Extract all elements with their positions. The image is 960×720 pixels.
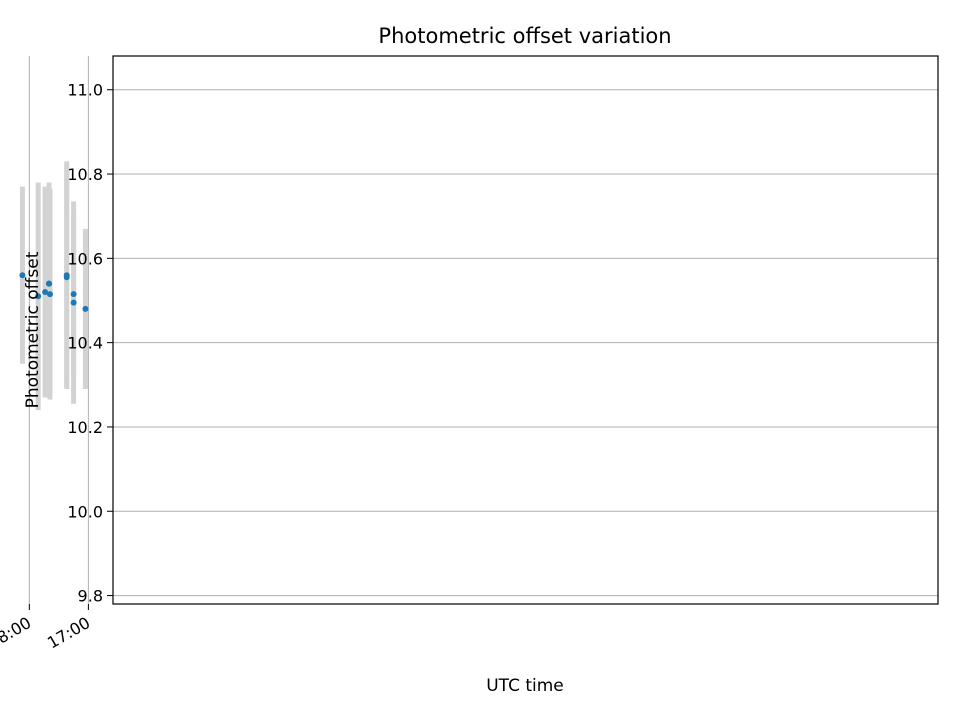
- y-axis-label: Photometric offset: [23, 251, 43, 408]
- plot-frame: [112, 55, 939, 605]
- data-points: [19, 272, 89, 312]
- data-point: [19, 272, 26, 279]
- grid: [28, 56, 938, 604]
- data-point: [46, 280, 53, 287]
- x-axis-label: UTC time: [486, 676, 564, 696]
- data-point: [82, 305, 89, 312]
- data-point: [46, 291, 53, 298]
- data-point: [70, 291, 77, 298]
- data-point: [63, 274, 70, 281]
- y-tick-label: 10.8: [67, 165, 103, 184]
- y-tick-label: 10.0: [67, 502, 103, 521]
- y-tick-label: 10.2: [67, 418, 103, 437]
- y-tick-label: 9.8: [78, 587, 103, 606]
- y-tick-label: 11.0: [67, 81, 103, 100]
- y-tick-label: 10.4: [67, 334, 103, 353]
- data-point: [70, 299, 77, 306]
- chart-title: Photometric offset variation: [378, 24, 671, 48]
- data-point: [35, 293, 42, 300]
- data-point: [42, 289, 49, 296]
- y-tick-label: 10.6: [67, 249, 103, 268]
- y-axis: 9.8 10.0 10.2 10.4 10.6 10.8 11.0: [67, 81, 113, 606]
